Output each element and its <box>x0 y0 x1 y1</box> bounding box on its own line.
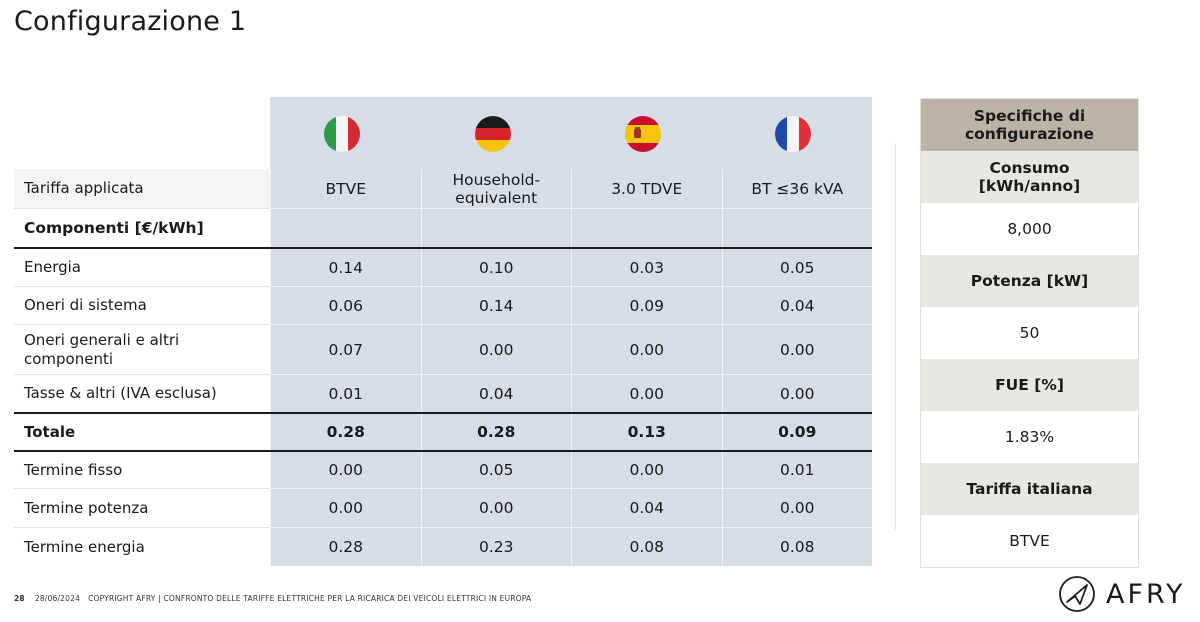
logo-text: AFRY <box>1106 578 1186 610</box>
page-number: 28 <box>14 594 25 603</box>
row-label-oneri-generali: Oneri generali e altri componenti <box>14 325 270 375</box>
table-rule-total-bottom <box>14 450 872 452</box>
slide-title: Configurazione 1 <box>14 6 247 37</box>
value-cell: 0.08 <box>571 528 722 566</box>
table-row: Energia 0.14 0.10 0.03 0.05 <box>14 249 872 287</box>
row-label-energia: Energia <box>14 249 270 287</box>
components-label: Componenti [€/kWh] <box>14 209 270 247</box>
value-cell: 0.01 <box>270 375 421 412</box>
spec-value-fue: 1.83% <box>921 411 1138 463</box>
value-cell: 0.14 <box>420 287 571 325</box>
footer-text: COPYRIGHT AFRY | CONFRONTO DELLE TARIFFE… <box>88 594 532 603</box>
value-cell: 0.00 <box>420 325 571 375</box>
row-label-termine-energia: Termine energia <box>14 528 270 566</box>
spain-flag-icon <box>625 116 661 152</box>
afry-logo-icon <box>1059 576 1095 612</box>
value-cell: 0.04 <box>571 489 722 528</box>
value-cell: 0.09 <box>571 287 722 325</box>
table-row: Tasse & altri (IVA esclusa) 0.01 0.04 0.… <box>14 375 872 412</box>
value-cell: 0.10 <box>420 249 571 287</box>
total-row: Totale 0.28 0.28 0.13 0.09 <box>14 414 872 450</box>
row-label-termine-fisso: Termine fisso <box>14 452 270 489</box>
value-cell: 0.00 <box>571 325 722 375</box>
value-cell: 0.03 <box>571 249 722 287</box>
row-label-totale: Totale <box>14 414 270 450</box>
value-cell: 0.23 <box>420 528 571 566</box>
tariff-italy: BTVE <box>270 169 421 209</box>
spec-key-consumo: Consumo [kWh/anno] <box>921 151 1138 203</box>
value-cell: 0.00 <box>571 452 722 489</box>
spec-value-consumo: 8,000 <box>921 203 1138 255</box>
vertical-divider <box>895 143 896 530</box>
afry-logo: AFRY <box>1058 575 1186 613</box>
table-rule-total-top <box>14 412 872 414</box>
value-cell: 0.06 <box>270 287 421 325</box>
table-row: Termine potenza 0.00 0.00 0.04 0.00 <box>14 489 872 528</box>
total-cell: 0.28 <box>270 414 421 450</box>
specs-title: Specifiche di configurazione <box>921 99 1138 151</box>
total-cell: 0.28 <box>420 414 571 450</box>
tariff-france: BT ≤36 kVA <box>721 169 872 209</box>
tariff-comparison-table: Tariffa applicata BTVE Household-equival… <box>14 97 872 566</box>
value-cell: 0.00 <box>721 325 872 375</box>
row-label-termine-potenza: Termine potenza <box>14 489 270 528</box>
value-cell: 0.00 <box>571 375 722 412</box>
footer-date: 28/06/2024 <box>34 594 81 603</box>
total-cell: 0.13 <box>571 414 722 450</box>
value-cell: 0.14 <box>270 249 421 287</box>
value-cell: 0.28 <box>270 528 421 566</box>
france-flag-icon <box>775 116 811 152</box>
table-row: Termine fisso 0.00 0.05 0.00 0.01 <box>14 452 872 489</box>
value-cell: 0.01 <box>721 452 872 489</box>
row-label-oneri-sistema: Oneri di sistema <box>14 287 270 325</box>
spec-value-tariffa: BTVE <box>921 515 1138 567</box>
spec-key-potenza: Potenza [kW] <box>921 255 1138 307</box>
table-rule-top <box>14 247 872 249</box>
value-cell: 0.00 <box>420 489 571 528</box>
spec-key-fue: FUE [%] <box>921 359 1138 411</box>
germany-flag-icon <box>475 116 511 152</box>
tariff-row: Tariffa applicata BTVE Household-equival… <box>14 169 872 209</box>
tariff-spain: 3.0 TDVE <box>571 169 722 209</box>
value-cell: 0.04 <box>721 287 872 325</box>
italy-flag-icon <box>324 116 360 152</box>
table-row: Oneri di sistema 0.06 0.14 0.09 0.04 <box>14 287 872 325</box>
value-cell: 0.00 <box>270 489 421 528</box>
value-cell: 0.00 <box>721 375 872 412</box>
table-row: Termine energia 0.28 0.23 0.08 0.08 <box>14 528 872 566</box>
spec-value-potenza: 50 <box>921 307 1138 359</box>
footer: 28 28/06/2024 COPYRIGHT AFRY | CONFRONTO D… <box>14 594 531 603</box>
total-cell: 0.09 <box>721 414 872 450</box>
value-cell: 0.05 <box>721 249 872 287</box>
value-cell: 0.05 <box>420 452 571 489</box>
value-cell: 0.00 <box>270 452 421 489</box>
value-cell: 0.08 <box>721 528 872 566</box>
value-cell: 0.07 <box>270 325 421 375</box>
row-label-tasse: Tasse & altri (IVA esclusa) <box>14 375 270 412</box>
tariff-germany: Household-equivalent <box>420 169 571 209</box>
value-cell: 0.00 <box>721 489 872 528</box>
flag-row <box>14 97 872 169</box>
table-row: Oneri generali e altri componenti 0.07 0… <box>14 325 872 375</box>
tariff-row-label: Tariffa applicata <box>14 169 270 209</box>
spec-key-tariffa: Tariffa italiana <box>921 463 1138 515</box>
configuration-specs-table: Specifiche di configurazione Consumo [kW… <box>920 98 1139 568</box>
value-cell: 0.04 <box>420 375 571 412</box>
components-header-row: Componenti [€/kWh] <box>14 209 872 247</box>
